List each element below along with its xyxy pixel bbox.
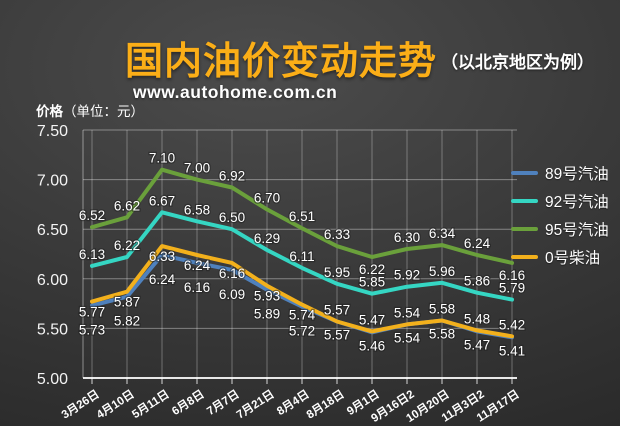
y-axis-unit: （单位：元） [63, 104, 144, 119]
legend-label-0: 0号柴油 [545, 249, 601, 267]
data-label-89号汽油: 5.73 [79, 323, 105, 338]
data-label-0号柴油: 5.74 [289, 308, 316, 323]
data-label-95号汽油: 6.51 [289, 209, 315, 224]
data-label-89号汽油: 5.82 [114, 314, 140, 329]
data-label-89号汽油: 6.09 [219, 287, 245, 302]
y-tick-label: 7.00 [37, 173, 68, 190]
data-label-89号汽油: 5.89 [254, 307, 280, 322]
data-label-95号汽油: 6.24 [464, 236, 491, 251]
data-label-0号柴油: 5.48 [464, 311, 490, 326]
data-label-95号汽油: 6.16 [499, 268, 525, 283]
series-line-0号柴油 [90, 244, 514, 339]
data-label-89号汽油: 5.72 [289, 324, 315, 339]
y-tick-label: 6.50 [37, 222, 68, 239]
data-label-89号汽油: 5.57 [324, 327, 350, 342]
data-label-92号汽油: 5.95 [324, 265, 350, 280]
data-label-0号柴油: 5.58 [429, 301, 455, 316]
data-label-89号汽油: 5.54 [394, 330, 421, 345]
legend-label-89: 89号汽油 [545, 165, 609, 183]
data-label-92号汽油: 6.13 [79, 247, 105, 262]
data-label-89号汽油: 5.41 [499, 343, 525, 358]
data-label-92号汽油: 5.92 [394, 268, 420, 283]
data-label-95号汽油: 6.62 [114, 198, 140, 213]
data-label-0号柴油: 5.93 [254, 289, 280, 304]
y-tick-label: 7.50 [37, 123, 68, 140]
data-label-92号汽油: 5.96 [429, 264, 455, 279]
x-tick-label: 3月26日 [59, 388, 101, 422]
data-label-92号汽油: 5.79 [499, 281, 525, 296]
data-label-95号汽油: 6.33 [324, 227, 350, 242]
legend-item-0-diesel: 0号柴油 [511, 247, 609, 267]
y-axis-title-text: 价格 [36, 104, 63, 119]
page-subtitle: （以北京地区为例） [441, 53, 595, 72]
x-tick-label: 7月21日 [234, 388, 276, 422]
data-label-95号汽油: 6.70 [254, 190, 280, 205]
data-label-92号汽油: 6.67 [149, 193, 175, 208]
legend-swatch-89-icon [511, 170, 538, 175]
data-label-95号汽油: 7.00 [184, 161, 210, 176]
x-tick-label: 8月18日 [304, 388, 346, 422]
site-url: www.autohome.com.cn [133, 82, 338, 102]
legend: 89号汽油 92号汽油 95号汽油 0号柴油 [511, 163, 609, 275]
data-label-92号汽油: 6.58 [184, 202, 210, 217]
y-tick-label: 5.00 [37, 371, 68, 388]
y-tick-label: 5.50 [37, 321, 68, 338]
data-label-0号柴油: 5.54 [394, 305, 421, 320]
y-tick-label: 6.00 [37, 272, 68, 289]
data-label-89号汽油: 6.24 [149, 272, 176, 287]
page-title: 国内油价变动走势 [125, 41, 438, 83]
data-label-92号汽油: 5.85 [359, 275, 385, 290]
data-label-89号汽油: 6.16 [184, 280, 210, 295]
data-label-0号柴油: 5.87 [114, 295, 140, 310]
data-label-95号汽油: 6.92 [219, 169, 245, 184]
data-label-92号汽油: 6.29 [254, 231, 280, 246]
data-label-0号柴油: 6.24 [184, 258, 211, 273]
data-label-95号汽油: 6.34 [429, 226, 456, 241]
y-axis-title: 价格（单位：元） [36, 100, 144, 120]
legend-item-95-gasoline: 95号汽油 [511, 219, 609, 239]
data-label-95号汽油: 7.10 [149, 151, 175, 166]
data-label-89号汽油: 5.47 [464, 337, 490, 352]
series-line-95号汽油 [90, 167, 514, 265]
legend-label-95: 95号汽油 [545, 221, 609, 239]
series-line-92号汽油 [90, 210, 514, 302]
data-label-0号柴油: 6.16 [219, 266, 245, 281]
data-label-92号汽油: 6.22 [114, 238, 140, 253]
page-header: 国内油价变动走势 （以北京地区为例） [125, 30, 594, 85]
data-label-95号汽油: 6.22 [359, 262, 385, 277]
legend-swatch-92-icon [511, 198, 538, 203]
data-label-92号汽油: 6.50 [219, 210, 245, 225]
x-tick-label: 6月8日 [170, 388, 207, 418]
legend-swatch-95-icon [511, 226, 538, 231]
data-label-0号柴油: 6.33 [149, 249, 175, 264]
data-label-92号汽油: 5.86 [464, 274, 490, 289]
data-label-0号柴油: 5.57 [324, 302, 350, 317]
data-label-92号汽油: 6.11 [289, 249, 314, 264]
legend-item-92-gasoline: 92号汽油 [511, 191, 609, 211]
data-label-0号柴油: 5.77 [79, 305, 105, 320]
legend-item-89-gasoline: 89号汽油 [511, 163, 609, 183]
x-tick-label: 5月11日 [130, 388, 172, 422]
data-label-89号汽油: 5.58 [429, 326, 455, 341]
data-label-95号汽油: 6.30 [394, 230, 420, 245]
data-label-95号汽油: 6.52 [79, 208, 105, 223]
legend-label-92: 92号汽油 [545, 193, 609, 211]
data-label-89号汽油: 5.46 [359, 338, 385, 353]
data-label-0号柴油: 5.42 [499, 317, 525, 332]
legend-swatch-0-icon [511, 254, 538, 259]
x-tick-label: 4月10日 [94, 388, 136, 422]
data-label-0号柴油: 5.47 [359, 312, 385, 327]
